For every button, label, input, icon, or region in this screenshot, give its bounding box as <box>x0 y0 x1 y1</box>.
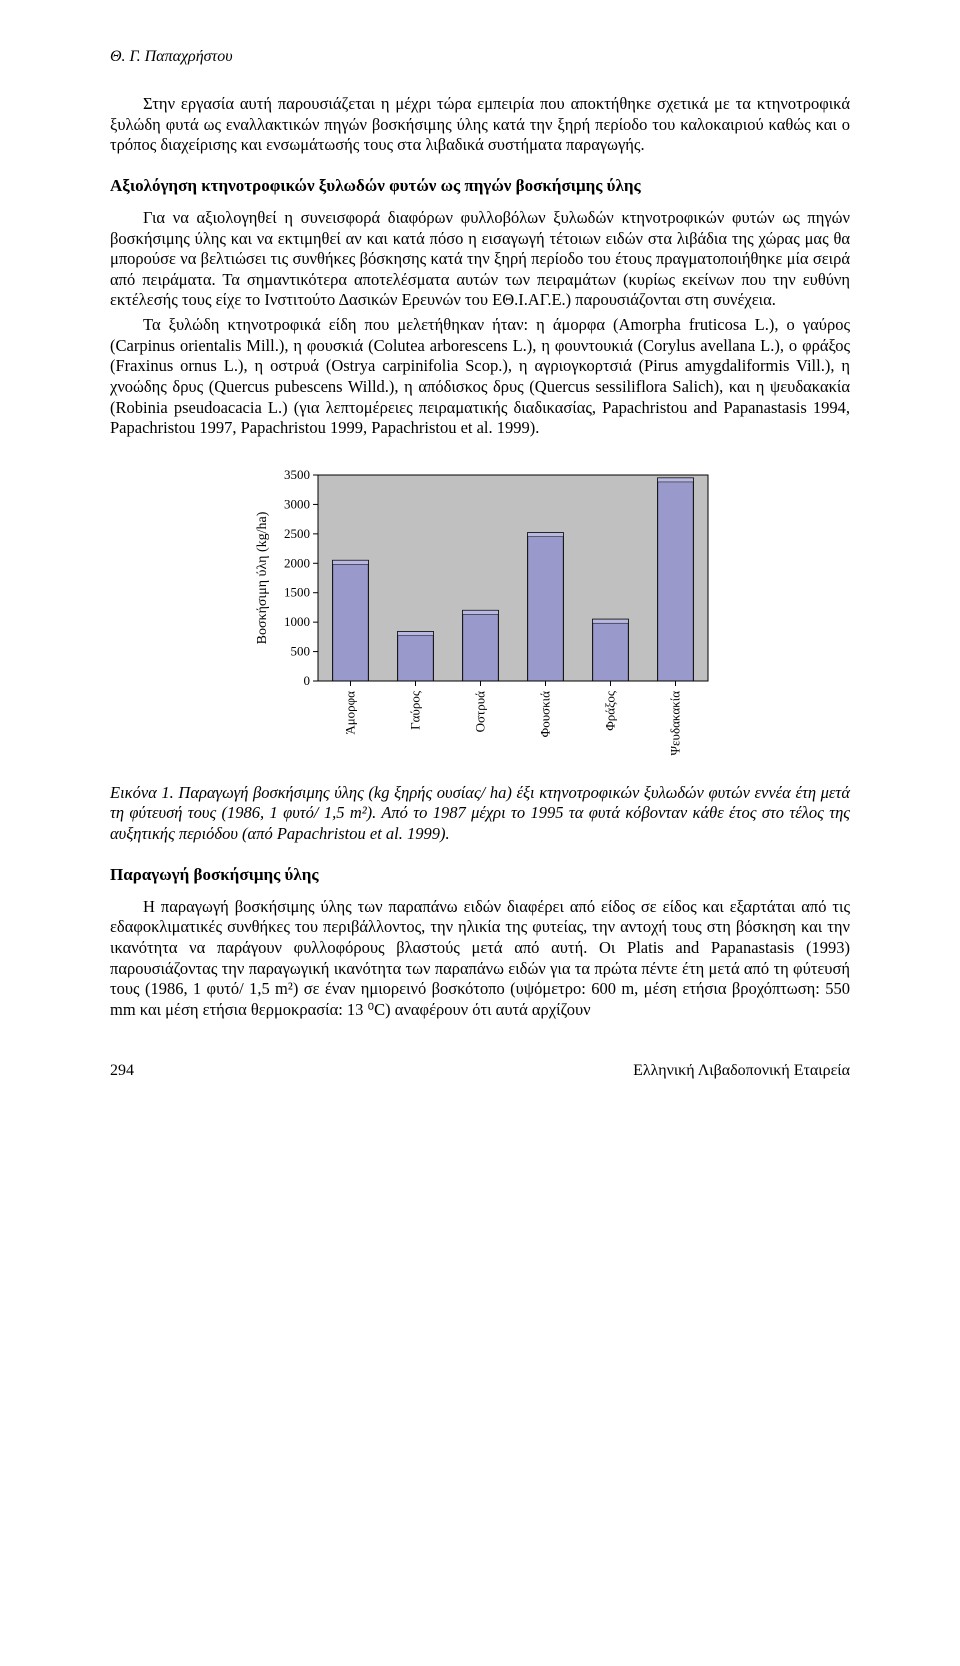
section-heading-production: Παραγωγή βοσκήσιμης ύλης <box>110 865 850 885</box>
svg-text:3500: 3500 <box>284 467 310 482</box>
section-heading-evaluation: Αξιολόγηση κτηνοτροφικών ξυλωδών φυτών ω… <box>110 176 850 196</box>
paragraph-eval-1: Για να αξιολογηθεί η συνεισφορά διαφόρων… <box>110 208 850 311</box>
footer-org: Ελληνική Λιβαδοπονική Εταιρεία <box>633 1062 850 1080</box>
svg-text:2500: 2500 <box>284 526 310 541</box>
svg-text:1000: 1000 <box>284 614 310 629</box>
author-line: Θ. Γ. Παπαχρήστου <box>110 48 850 66</box>
svg-text:1500: 1500 <box>284 584 310 599</box>
svg-text:Άμορφα: Άμορφα <box>343 691 358 735</box>
svg-text:Φράξος: Φράξος <box>603 690 618 731</box>
figure-caption: Εικόνα 1. Παραγωγή βοσκήσιμης ύλης (kg ξ… <box>110 783 850 845</box>
page-footer: 294 Ελληνική Λιβαδοπονική Εταιρεία <box>110 1062 850 1080</box>
page-number: 294 <box>110 1062 134 1080</box>
svg-text:Οστρυά: Οστρυά <box>473 691 488 733</box>
svg-text:0: 0 <box>304 673 311 688</box>
svg-text:Ψευδακακία: Ψευδακακία <box>668 691 683 756</box>
bar-chart-container: 0 500 1000 1500 2000 2500 3000 3500 Βοσκήσιμη ύλ… <box>240 467 720 767</box>
paragraph-intro: Στην εργασία αυτή παρουσιάζεται η μέχρι … <box>110 94 850 156</box>
paragraph-eval-2: Τα ξυλώδη κτηνοτροφικά είδη που μελετήθη… <box>110 315 850 439</box>
paragraph-production: Η παραγωγή βοσκήσιμης ύλης των παραπάνω … <box>110 897 850 1021</box>
svg-text:3000: 3000 <box>284 496 310 511</box>
svg-text:Γαύρος: Γαύρος <box>408 690 423 730</box>
bar-chart-svg: 0 500 1000 1500 2000 2500 3000 3500 Βοσκήσιμη ύλ… <box>240 467 720 767</box>
svg-text:Φουσκιά: Φουσκιά <box>538 691 553 737</box>
svg-text:2000: 2000 <box>284 555 310 570</box>
svg-text:Βοσκήσιμη ύλη (kg/ha): Βοσκήσιμη ύλη (kg/ha) <box>255 511 270 644</box>
svg-text:500: 500 <box>291 643 311 658</box>
